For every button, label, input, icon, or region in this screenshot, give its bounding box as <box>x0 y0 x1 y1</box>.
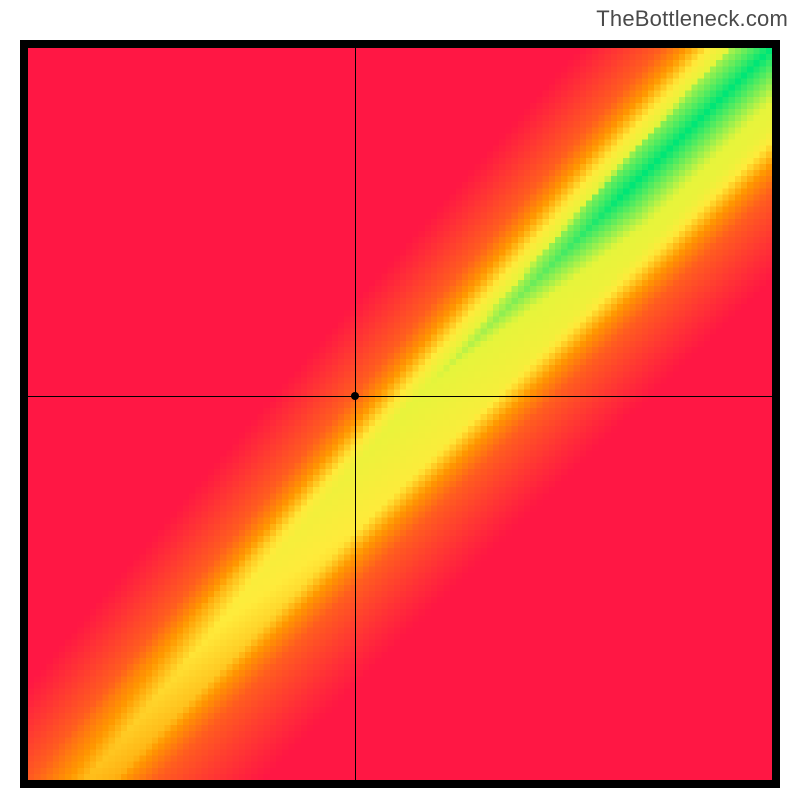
crosshair-vertical <box>355 48 356 780</box>
crosshair-point <box>351 392 359 400</box>
plot-border <box>20 40 780 788</box>
watermark-text: TheBottleneck.com <box>596 6 788 32</box>
plot-area <box>28 48 772 780</box>
heatmap-canvas <box>28 48 772 780</box>
crosshair-horizontal <box>28 396 772 397</box>
chart-container: TheBottleneck.com <box>0 0 800 800</box>
